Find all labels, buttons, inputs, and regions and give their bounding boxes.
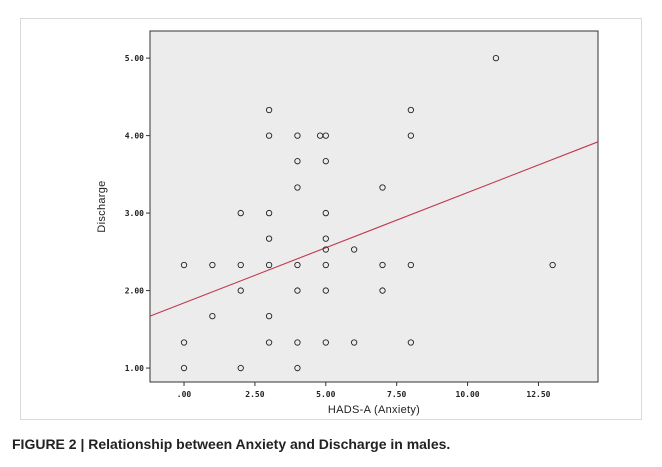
data-point (351, 246, 358, 253)
y-tick-label: 4.00 (125, 132, 144, 141)
data-point (265, 235, 273, 242)
data-point (237, 287, 244, 294)
data-point (237, 209, 244, 217)
data-point (294, 339, 301, 346)
x-tick-label: 7.50 (387, 390, 406, 399)
data-point (265, 261, 273, 269)
y-tick-label: 2.00 (125, 287, 144, 296)
data-point (351, 339, 358, 346)
x-tick-label: 5.00 (316, 390, 335, 399)
scatter-chart: .00 2.50 5.00 7.50 10.00 12.50 1.00 2.00 3.00 4.0… (96, 30, 599, 416)
data-point (294, 158, 301, 165)
data-point (265, 312, 273, 320)
data-point (237, 261, 244, 269)
data-point (379, 287, 386, 294)
data-point (407, 261, 415, 269)
data-point (265, 106, 273, 114)
data-point (265, 339, 273, 346)
data-point (294, 132, 301, 139)
data-point (180, 261, 188, 269)
x-tick-label: .00 (177, 390, 192, 399)
x-axis-title: HADS-A (Anxiety) (328, 404, 420, 416)
data-point (322, 209, 329, 217)
fit-line (149, 141, 599, 317)
data-point (322, 339, 329, 346)
plot-area (149, 30, 599, 383)
data-point (294, 261, 301, 269)
x-tick-label: 10.00 (456, 390, 480, 399)
x-tick-label: 2.50 (245, 390, 264, 399)
data-point (322, 246, 329, 253)
data-point (379, 261, 386, 269)
figure-caption: FIGURE 2 | Relationship between Anxiety … (12, 436, 451, 452)
y-axis-title: Discharge (96, 180, 108, 232)
data-point (294, 184, 301, 191)
data-point (379, 184, 386, 191)
data-point (322, 132, 329, 139)
data-point (209, 261, 216, 269)
y-tick-label: 3.00 (125, 209, 144, 218)
x-tick-label: 12.50 (526, 390, 550, 399)
data-point (322, 235, 329, 242)
y-tick-label: 1.00 (125, 364, 144, 373)
data-point (549, 261, 556, 269)
data-point (265, 132, 273, 139)
data-point (294, 364, 301, 372)
data-point (294, 287, 301, 294)
data-point (265, 209, 273, 217)
data-point (322, 261, 329, 269)
data-point (407, 339, 415, 346)
data-point (209, 312, 216, 320)
data-point (180, 364, 188, 372)
data-point (407, 132, 415, 139)
chart-panel: .00 2.50 5.00 7.50 10.00 12.50 1.00 2.00 3.00 4.0… (20, 18, 642, 420)
data-point (492, 54, 500, 62)
data-point (407, 106, 415, 114)
data-point (237, 364, 244, 372)
data-point (322, 158, 329, 165)
y-tick-label: 5.00 (125, 54, 144, 63)
data-point (322, 287, 329, 294)
data-point (180, 339, 188, 346)
